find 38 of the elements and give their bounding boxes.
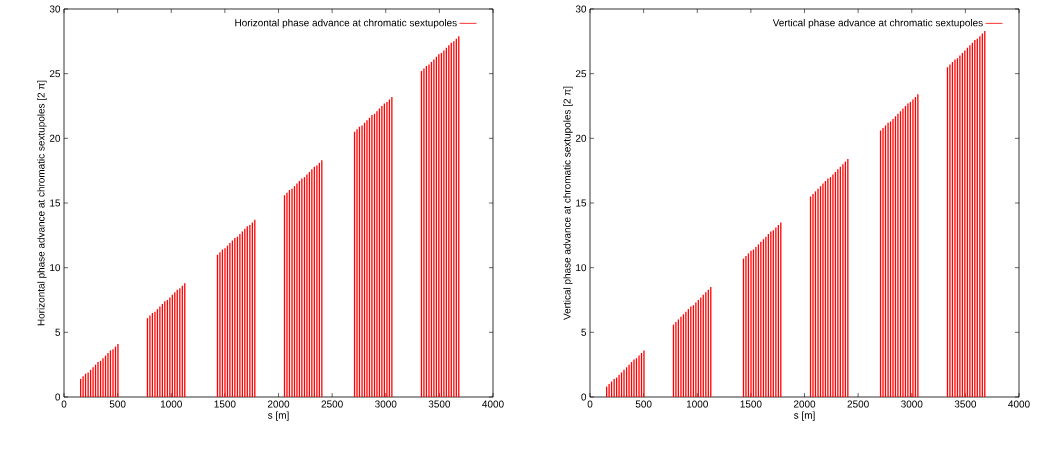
y-tick-label: 10 xyxy=(576,264,587,272)
y-tick-label: 0 xyxy=(55,393,61,401)
x-tick-label: 2500 xyxy=(847,400,869,408)
y-tick-label: 30 xyxy=(575,5,587,13)
x-axis-title: s [m] xyxy=(794,411,815,421)
x-tick-label: 3500 xyxy=(428,400,451,408)
x-tick-label: 3000 xyxy=(375,400,397,408)
x-tick-label: 1500 xyxy=(740,400,762,408)
x-tick-label: 1500 xyxy=(214,400,236,408)
y-tick-label: 0 xyxy=(581,393,587,401)
x-tick-label: 500 xyxy=(635,400,652,408)
x-tick-label: 3500 xyxy=(954,400,977,408)
x-tick-label: 4000 xyxy=(482,400,504,408)
y-tick-label: 25 xyxy=(49,70,61,78)
y-tick-label: 5 xyxy=(581,328,587,336)
x-tick-label: 1000 xyxy=(160,400,182,408)
y-tick-label: 15 xyxy=(50,199,61,207)
y-tick-label: 30 xyxy=(49,5,61,13)
x-tick-label: 0 xyxy=(61,400,67,408)
x-tick-label: 2000 xyxy=(267,400,290,408)
x-tick-label: 1000 xyxy=(686,400,708,408)
y-tick-label: 15 xyxy=(576,199,587,207)
y-tick-label: 5 xyxy=(55,328,61,336)
x-tick-label: 500 xyxy=(109,400,126,408)
y-axis-title: Vertical phase advance at chromatic sextupoles [2 π] xyxy=(563,86,573,320)
legend-label: Horizontal phase advance at chromatic sextupoles xyxy=(235,19,457,29)
x-tick-label: 2500 xyxy=(321,400,343,408)
y-tick-label: 20 xyxy=(49,134,61,142)
y-axis-title: Horizontal phase advance at chromatic sextupoles [2 π] xyxy=(37,80,47,326)
x-tick-label: 3000 xyxy=(901,400,923,408)
x-axis-title: s [m] xyxy=(267,411,289,421)
y-tick-label: 25 xyxy=(575,70,587,78)
legend-label: Vertical phase advance at chromatic sextupoles xyxy=(772,19,983,29)
y-tick-label: 20 xyxy=(575,134,587,142)
x-tick-label: 4000 xyxy=(1008,400,1030,408)
y-tick-label: 10 xyxy=(50,264,61,272)
x-tick-label: 0 xyxy=(587,400,593,408)
x-tick-label: 2000 xyxy=(793,400,816,408)
